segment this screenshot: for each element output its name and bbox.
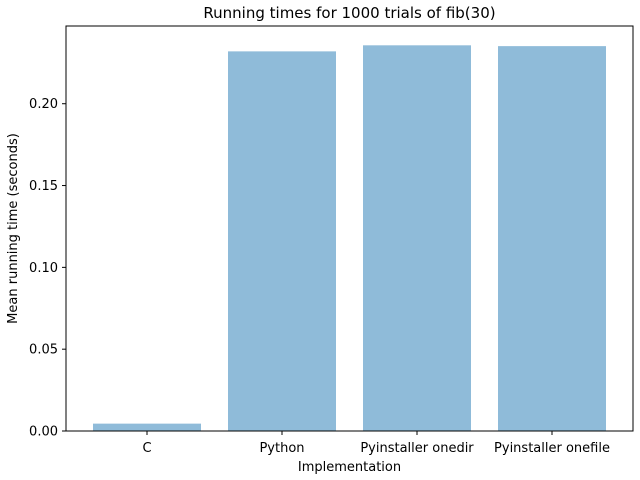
- y-tick-label: 0.05: [29, 343, 58, 358]
- y-ticks: 0.00 0.05 0.10 0.15 0.20: [29, 97, 66, 440]
- bar-c: [93, 423, 201, 431]
- x-tick-label: C: [142, 441, 151, 456]
- y-tick-label: 0.10: [29, 261, 58, 276]
- x-tick-label: Pyinstaller onefile: [494, 441, 610, 456]
- x-tick-label: Pyinstaller onedir: [360, 441, 474, 456]
- bar-pyinstaller-onefile: [498, 46, 606, 432]
- x-ticks: C Python Pyinstaller onedir Pyinstaller one…: [142, 431, 610, 456]
- y-tick-label: 0.15: [29, 179, 58, 194]
- bars-layer: [93, 45, 606, 432]
- y-tick-label: 0.00: [29, 425, 58, 440]
- bar-pyinstaller-onedir: [363, 45, 471, 432]
- axes-frame: [65, 25, 634, 432]
- x-axis-label: Implementation: [298, 460, 401, 475]
- y-tick-label: 0.20: [29, 97, 58, 112]
- chart-title: Running times for 1000 trials of fib(30): [203, 4, 495, 22]
- bar-python: [228, 51, 336, 431]
- x-tick-label: Python: [259, 441, 304, 456]
- y-axis-label: Mean running time (seconds): [6, 133, 21, 324]
